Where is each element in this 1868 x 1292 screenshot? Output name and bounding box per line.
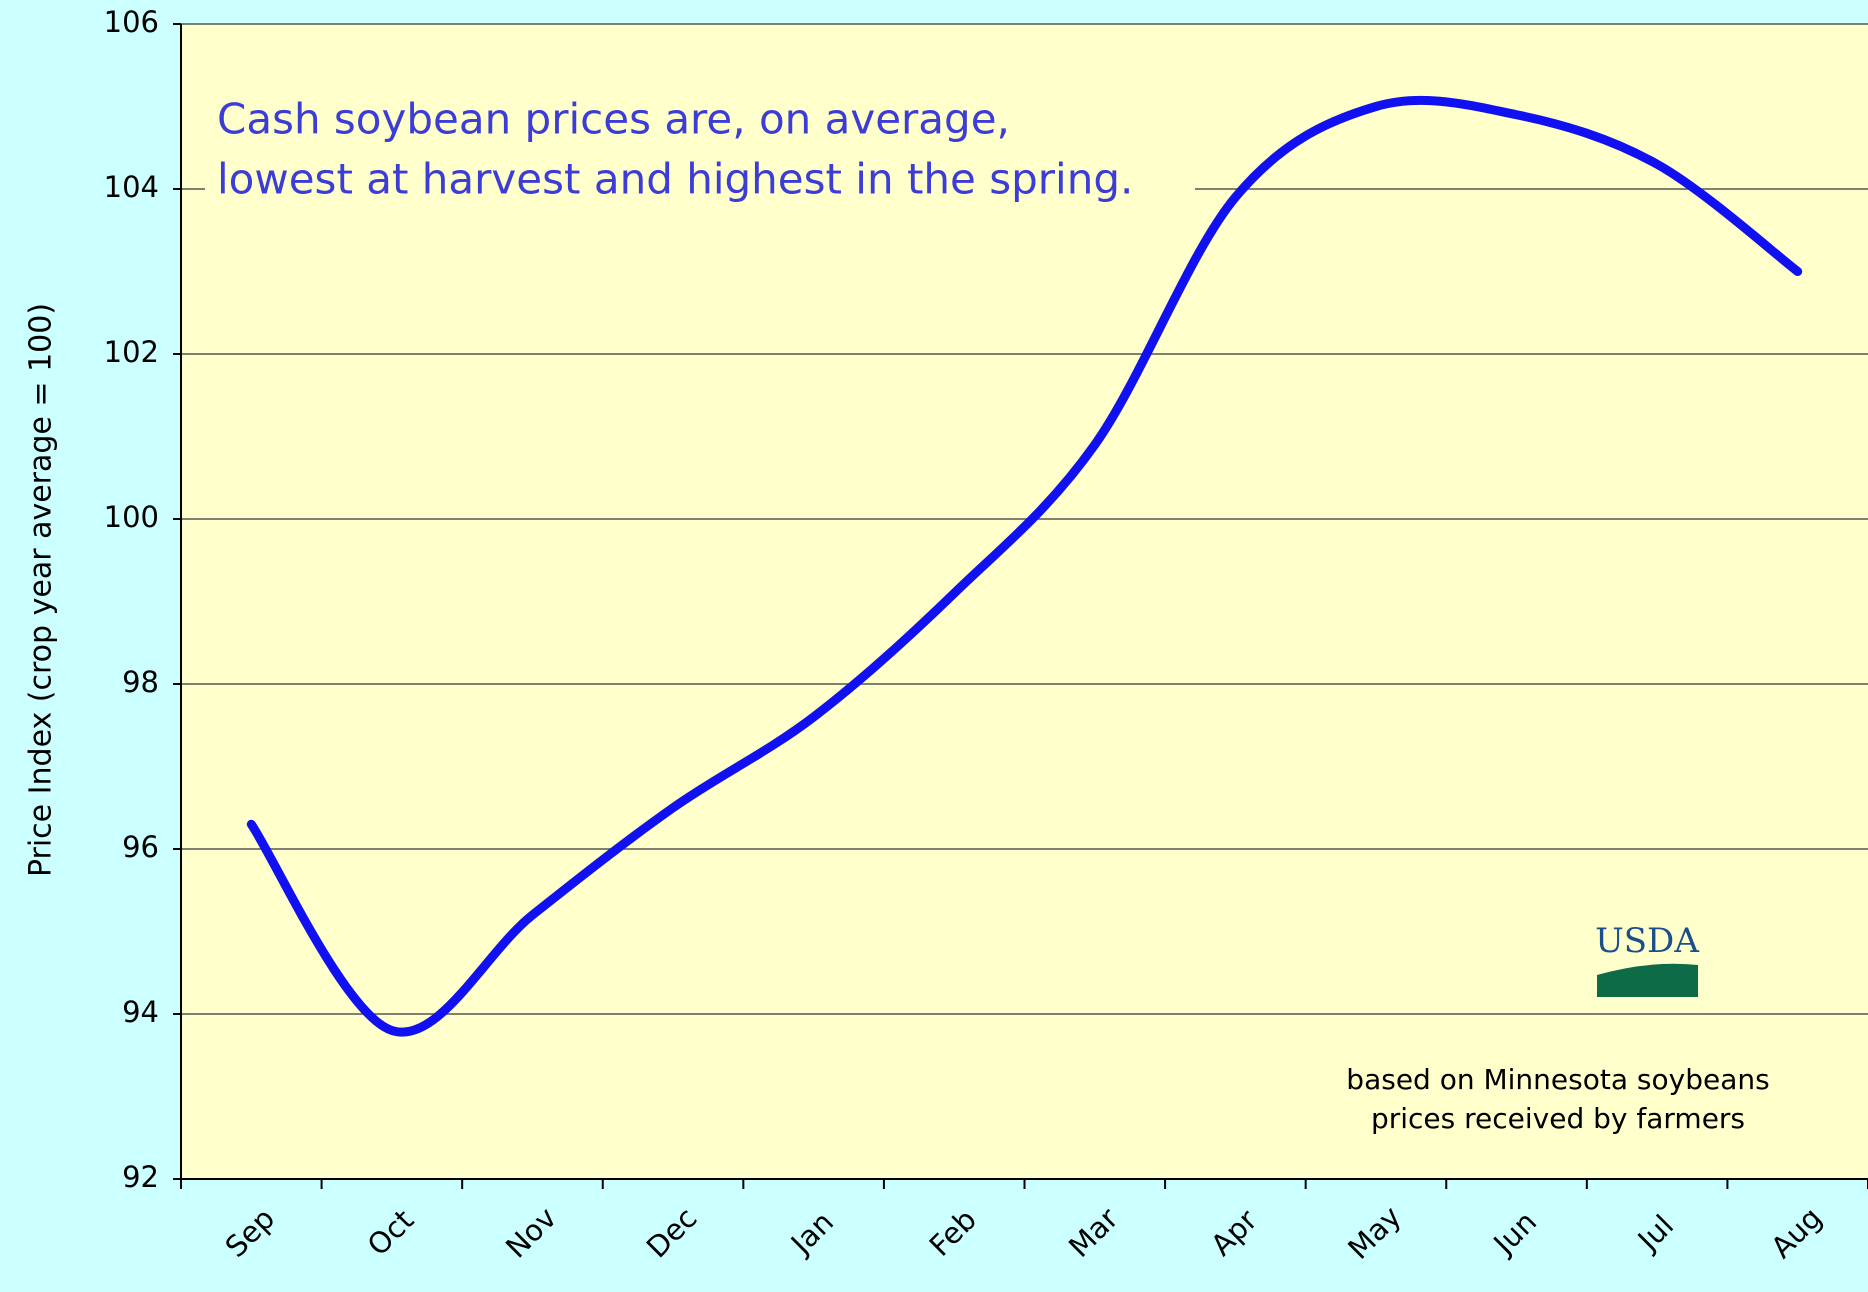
y-tick-label: 92: [122, 1160, 159, 1194]
note: based on Minnesota soybeans: [1346, 1063, 1769, 1096]
x-tick-label: Sep: [219, 1201, 282, 1264]
x-tick-label: Apr: [1204, 1203, 1264, 1263]
x-tick-label: Jan: [783, 1205, 840, 1262]
x-tick-label: Jul: [1630, 1208, 1680, 1258]
y-tick-label: 100: [104, 500, 159, 534]
x-tick-label: Oct: [361, 1203, 421, 1263]
annotation-background: [205, 90, 1195, 220]
logo-field: [1597, 963, 1698, 997]
x-tick-label: Jun: [1486, 1205, 1543, 1262]
y-tick-label: 98: [122, 665, 159, 699]
x-tick-label: Aug: [1764, 1201, 1828, 1265]
x-tick-label: Dec: [640, 1201, 704, 1265]
y-axis-label: Price Index (crop year average = 100): [24, 303, 59, 877]
note: prices received by farmers: [1371, 1102, 1745, 1135]
y-tick-label: 106: [104, 5, 159, 39]
x-tick-label: Feb: [923, 1202, 983, 1262]
annotation: Cash soybean prices are, on average,: [217, 95, 1010, 144]
y-tick-label: 102: [104, 335, 159, 369]
y-tick-label: 94: [122, 995, 159, 1029]
usda-logo: USDA: [1595, 921, 1699, 997]
data-line: [246, 95, 1803, 1037]
x-tick-label: May: [1341, 1199, 1407, 1265]
y-tick-label: 96: [122, 830, 159, 864]
y-tick-label: 104: [104, 170, 159, 204]
x-tick-label: Mar: [1062, 1201, 1125, 1264]
logo-text: USDA: [1595, 921, 1699, 961]
annotation: lowest at harvest and highest in the spr…: [217, 155, 1133, 204]
x-tick-label: Nov: [499, 1201, 563, 1265]
